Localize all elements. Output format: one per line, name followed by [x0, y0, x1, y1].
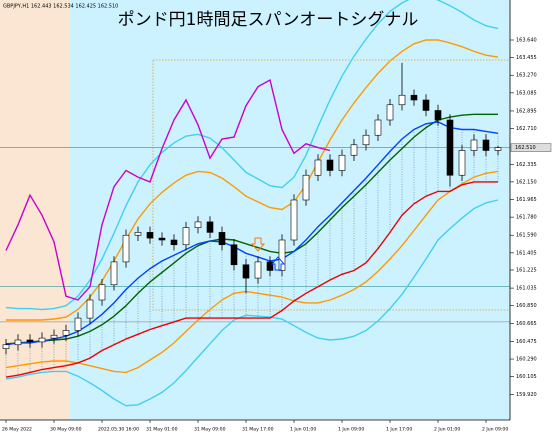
y-tick-label: 162.710 — [516, 126, 537, 132]
candle-body — [218, 232, 226, 246]
sell-signal — [250, 237, 266, 252]
indicator-line — [5, 121, 499, 346]
indicator-line — [5, 199, 499, 407]
candle-body — [14, 339, 22, 346]
indicator-line — [5, 113, 498, 345]
candle-body — [26, 339, 34, 343]
candle-body — [194, 221, 202, 228]
current-price-box — [510, 143, 552, 152]
candle-body — [386, 104, 394, 121]
candle-body — [302, 174, 310, 201]
y-tick-label: 161.590 — [516, 233, 537, 239]
candle-body — [326, 159, 334, 171]
candle-body — [290, 199, 298, 241]
candle-body — [86, 299, 94, 319]
candle-body — [470, 139, 478, 151]
y-tick-label: 160.475 — [516, 339, 537, 345]
indicator-line — [5, 181, 498, 378]
candle-body — [374, 119, 382, 136]
candle-body — [230, 244, 238, 266]
y-tick-label: 160.105 — [516, 374, 537, 380]
y-tick-label: 162.335 — [516, 162, 537, 168]
y-tick-label: 160.290 — [516, 357, 537, 363]
x-tick-label: 1 Jun 17:00 — [386, 427, 412, 433]
symbol-header: GBPJPY,H1 162.443 162.534 162.425 162.51… — [3, 4, 118, 10]
candle-body — [38, 337, 46, 343]
x-tick-label: 31 May 17:00 — [242, 427, 274, 433]
plot — [0, 0, 510, 407]
candle-body — [410, 94, 418, 101]
y-tick-label: 159.920 — [516, 392, 537, 398]
candle-body — [134, 232, 142, 236]
y-tick-label: 160.665 — [516, 321, 537, 327]
candle-body — [482, 139, 490, 151]
x-tick-label: 31 May 01:00 — [146, 427, 178, 433]
y-tick-label: 163.640 — [516, 38, 537, 44]
candle-body — [2, 344, 10, 349]
chart-title: ポンド円1時間足スパンオートシグナル — [118, 10, 419, 30]
candle-body — [74, 317, 82, 331]
buy-signal — [270, 256, 286, 271]
candle-body — [182, 227, 190, 246]
candle-body — [206, 221, 214, 233]
price-axis — [510, 0, 552, 438]
candle-body — [170, 239, 178, 246]
candle-body — [494, 147, 502, 151]
candle-body — [266, 261, 274, 271]
x-tick-label: 31 May 09:00 — [194, 427, 226, 433]
time-axis — [0, 420, 510, 438]
candle-body — [458, 150, 466, 176]
plot-background — [0, 0, 510, 420]
x-tick-label: 30 May 09:00 — [50, 427, 82, 433]
y-tick-label: 160.850 — [516, 303, 537, 309]
candle-body — [446, 119, 454, 176]
candle-body — [254, 261, 262, 279]
shaded-period — [0, 0, 70, 420]
x-tick-label: 1 Jun 09:00 — [338, 427, 364, 433]
candle-body — [146, 232, 154, 239]
y-tick-label: 161.225 — [516, 268, 537, 274]
candle-body — [362, 134, 370, 146]
y-tick-label: 162.895 — [516, 108, 537, 114]
indicator-line — [5, 0, 499, 311]
indicator-line — [6, 39, 499, 321]
y-tick-label: 161.035 — [516, 286, 537, 292]
candle-body — [422, 99, 430, 111]
candle-body — [242, 264, 250, 279]
indicator-line — [5, 78, 331, 301]
candle-body — [398, 94, 406, 106]
y-tick-label: 163.085 — [516, 90, 537, 96]
y-tick-label: 162.150 — [516, 179, 537, 185]
y-tick-label: 163.455 — [516, 55, 537, 61]
candle-body — [62, 330, 70, 336]
x-tick-label: 2022.05.30 16:00 — [98, 427, 139, 433]
y-tick-label: 161.965 — [516, 197, 537, 203]
candle-body — [98, 284, 106, 301]
range-box — [152, 59, 511, 311]
x-tick-label: 2 Jun 09:00 — [482, 427, 508, 433]
candle-body — [110, 261, 118, 286]
candle-body — [50, 334, 58, 339]
candle-body — [158, 237, 166, 241]
indicator-line — [5, 170, 499, 374]
y-tick-label: 161.780 — [516, 215, 537, 221]
candle-body — [122, 234, 130, 263]
y-tick-label: 161.405 — [516, 250, 537, 256]
candle-body — [314, 159, 322, 176]
x-tick-label: 1 Jun 01:00 — [290, 427, 316, 433]
candle-body — [350, 144, 358, 156]
candle-body — [278, 239, 286, 271]
candle-body — [338, 154, 346, 171]
current-price-label: 162.510 — [515, 145, 536, 151]
x-tick-label: 2 Jun 01:00 — [434, 427, 460, 433]
x-tick-label: 26 May 2022 — [2, 427, 32, 433]
y-tick-label: 163.270 — [516, 73, 537, 79]
candle-body — [434, 110, 442, 121]
